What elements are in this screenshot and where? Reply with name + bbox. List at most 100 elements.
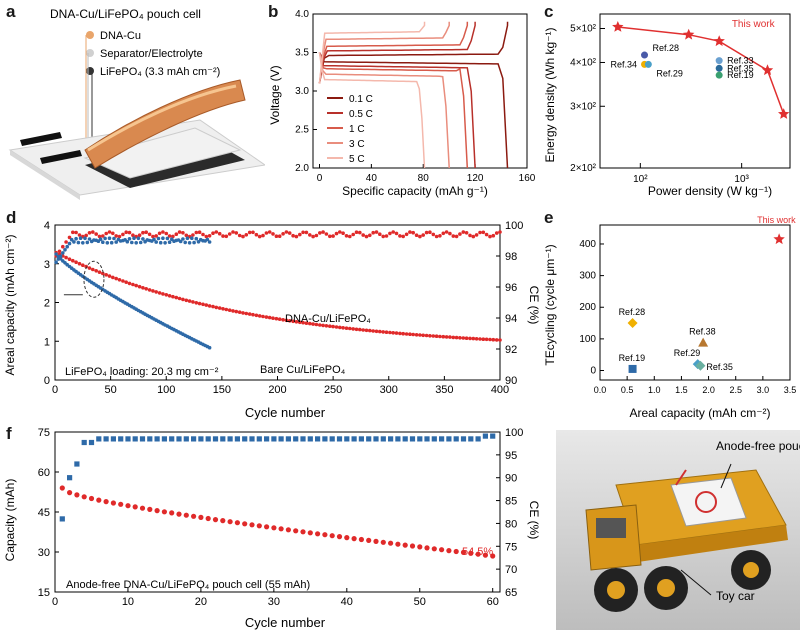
chart-d-capacity-point (207, 304, 212, 308)
callout-pouch: Anode-free pouch cell (716, 439, 800, 453)
chart-f-ce-point (88, 439, 95, 446)
chart-d-ce-point (83, 236, 87, 241)
chart-f-ce-point (220, 436, 226, 442)
schematic-legend: DNA-Cu Separator/Electrolyte LiFePO₄ (3.… (85, 30, 220, 165)
chart-d-ce-point (237, 233, 242, 238)
chart-f-capacity-point (453, 548, 459, 555)
chart-f-capacity-point (242, 521, 248, 527)
chart-f-capacity-point (315, 531, 321, 537)
chart-d-ce-point (207, 234, 212, 238)
chart-d-capacity-point (488, 337, 492, 342)
chart-d-capacity-point (124, 280, 128, 284)
chart-f-capacity-point (380, 539, 386, 545)
chart-b-charge-curve (318, 21, 476, 84)
chart-d-capacity-point (341, 326, 345, 330)
chart-d-dna-label: DNA-Cu/LiFePO₄ (285, 313, 371, 325)
chart-f-ce-point (424, 436, 430, 442)
chart-d-ce-point (132, 236, 136, 240)
chart-d-ce-point (84, 233, 88, 238)
chart-d-capacity-point (77, 261, 82, 266)
chart-d-ce-point (281, 232, 285, 236)
chart-d-ce-point (174, 232, 179, 236)
schematic-title: DNA-Cu/LiFePO₄ pouch cell (50, 7, 201, 21)
layer-dna-cu (84, 79, 246, 169)
legend-dot-dna-cu (86, 31, 94, 39)
legend-dot-separator (86, 49, 94, 57)
chart-f-capacity-point (322, 532, 328, 538)
chart-d-capacity-point (221, 307, 225, 311)
chart-d-y2tick-label: 100 (505, 220, 523, 232)
chart-e-point-label: Ref.35 (706, 362, 733, 372)
chart-d-capacity-point (81, 263, 85, 267)
chart-f-ce-point (191, 436, 197, 442)
chart-d-capacity-point (394, 331, 399, 335)
chart-d-ce-point (404, 232, 409, 237)
chart-d-capacity-point (94, 269, 98, 273)
chart-f-capacity-point (271, 525, 277, 531)
chart-d-ce-point (448, 231, 452, 236)
chart-d-ce-point (67, 235, 72, 240)
chart-c-ref-label: Ref.19 (727, 70, 754, 80)
chart-f-ce-point (205, 436, 211, 442)
chart-b-ytick-label: 3.0 (295, 86, 309, 97)
chart-c-this-work-star (778, 108, 790, 119)
toy-car-photo: Anode-free pouch cell Toy car (556, 430, 800, 630)
chart-f-ce-point (475, 436, 481, 442)
chart-e-xtick-label: 2.0 (702, 385, 715, 395)
chart-d-ce-point (244, 233, 249, 237)
chart-c-this-work-star (713, 35, 725, 47)
chart-d-ce-point (287, 231, 292, 235)
chart-d-ce-point (441, 231, 446, 236)
chart-d-ce-point (304, 230, 309, 235)
chart-f-capacity-point (300, 529, 306, 535)
chart-d-ce-point (438, 234, 442, 238)
chart-d-ce-point (291, 233, 295, 238)
chart-f-capacity-point (161, 509, 167, 515)
chart-e-xlabel: Areal capacity (mAh cm⁻²) (629, 406, 770, 420)
chart-d-ce-point (261, 233, 265, 238)
chart-d-capacity-point (484, 337, 489, 342)
chart-d-y2tick-label: 96 (505, 282, 517, 294)
chart-d-ce-point (78, 236, 83, 240)
chart-d-ce-point (381, 234, 386, 239)
chart-d-ce-point (127, 230, 132, 235)
chart-f-capacity-point (373, 538, 379, 544)
chart-d-xtick-label: 300 (380, 384, 398, 396)
chart-d-capacity-point (267, 315, 272, 320)
chart-d-capacity-point (454, 335, 459, 340)
chart-d-capacity-point (277, 317, 282, 321)
chart-d-capacity-point (324, 324, 329, 328)
chart-d-dashed-ellipse (83, 260, 105, 298)
chart-b-discharge-curve (318, 52, 426, 169)
chart-d-capacity-point (391, 331, 396, 335)
tab-negative (40, 150, 82, 164)
chart-d-ce-point (107, 236, 112, 240)
chart-f-capacity-point (278, 526, 284, 532)
chart-d-ce-point (274, 234, 279, 238)
chart-d-ce-point (178, 239, 183, 244)
chart-d-ce-point (314, 233, 319, 238)
chart-d-capacity-point (231, 309, 235, 313)
chart-d-ce-point (97, 234, 102, 239)
chart-d-ce-point (368, 233, 372, 238)
chart-d-ce-point (197, 230, 202, 234)
chart-d-ce-point (351, 232, 356, 237)
chart-d-ce-point (338, 230, 342, 234)
chart-d-capacity-point (111, 275, 115, 280)
chart-d-capacity-point (151, 289, 155, 293)
chart-d-ce-point (164, 231, 169, 236)
chart-d-ce-point (384, 234, 389, 238)
chart-f-capacity-point (482, 552, 488, 558)
chart-f-xtick-label: 20 (195, 596, 207, 608)
chart-d-ce-point (107, 230, 112, 234)
chart-c-ref-label: Ref.33 (727, 56, 754, 66)
chart-d-ce-point (257, 234, 262, 239)
chart-f-ytick-label: 45 (38, 507, 50, 519)
chart-f-xtick-label: 10 (122, 596, 134, 608)
chart-f-capacity-point (205, 515, 211, 522)
chart-b-xtick-label: 0 (317, 173, 323, 184)
wheel-middle-hub (657, 579, 675, 597)
chart-c-this-work-star (612, 21, 624, 32)
chart-d-capacity-point (134, 283, 138, 288)
chart-f-pouch-cycling: 0 10 20 30 40 50 60 15 30 45 60 75 65 70 75 80 85 90 95 100… (3, 427, 540, 630)
